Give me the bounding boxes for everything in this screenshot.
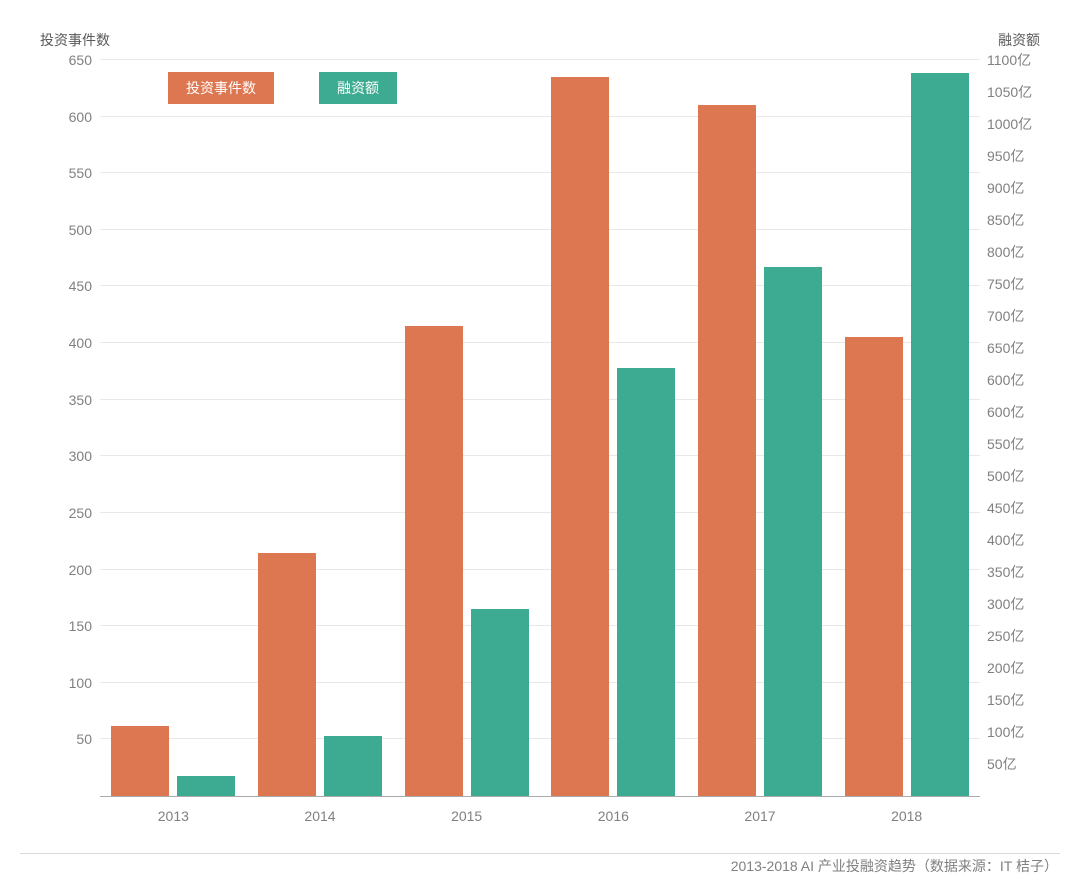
legend-item-funding: 融资额	[319, 72, 397, 104]
bar-investments	[111, 726, 169, 796]
ylabel-right: 1050亿	[987, 82, 1042, 102]
bar-investments	[845, 337, 903, 796]
ylabel-right: 700亿	[987, 306, 1042, 326]
gridline	[100, 116, 980, 117]
legend: 投资事件数 融资额	[168, 72, 397, 104]
ylabel-right: 1000亿	[987, 114, 1042, 134]
ylabel-right: 100亿	[987, 722, 1042, 742]
xlabel: 2015	[451, 808, 482, 824]
chart-caption: 2013-2018 AI 产业投融资趋势（数据来源：IT 桔子）	[731, 856, 1058, 876]
bar-investments	[698, 105, 756, 796]
ylabel-left: 200	[52, 562, 92, 578]
bar-funding	[324, 736, 382, 796]
ylabel-left: 50	[52, 731, 92, 747]
caption-divider	[20, 853, 1060, 854]
ylabel-right: 600亿	[987, 402, 1042, 422]
legend-item-investments: 投资事件数	[168, 72, 274, 104]
ylabel-right: 400亿	[987, 530, 1042, 550]
ylabel-right: 850亿	[987, 210, 1042, 230]
xlabel: 2013	[158, 808, 189, 824]
xlabel: 2017	[744, 808, 775, 824]
ylabel-right: 250亿	[987, 626, 1042, 646]
ylabel-left: 150	[52, 618, 92, 634]
gridline	[100, 229, 980, 230]
ylabel-left: 400	[52, 335, 92, 351]
ylabel-right: 950亿	[987, 146, 1042, 166]
bar-funding	[177, 776, 235, 796]
bar-investments	[551, 77, 609, 796]
ylabel-right: 150亿	[987, 690, 1042, 710]
gridline	[100, 59, 980, 60]
bar-funding	[617, 368, 675, 796]
ylabel-left: 250	[52, 505, 92, 521]
ylabel-left: 100	[52, 675, 92, 691]
ylabel-right: 500亿	[987, 466, 1042, 486]
ylabel-left: 300	[52, 448, 92, 464]
gridline	[100, 285, 980, 286]
ylabel-left: 600	[52, 109, 92, 125]
ylabel-left: 350	[52, 392, 92, 408]
ylabel-right: 900亿	[987, 178, 1042, 198]
xlabel: 2018	[891, 808, 922, 824]
ylabel-left: 450	[52, 278, 92, 294]
bar-investments	[405, 326, 463, 796]
ylabel-left: 550	[52, 165, 92, 181]
ylabel-right: 50亿	[987, 754, 1042, 774]
gridline	[100, 172, 980, 173]
ylabel-right: 600亿	[987, 370, 1042, 390]
ylabel-left: 650	[52, 52, 92, 68]
bar-funding	[764, 267, 822, 796]
left-axis-title: 投资事件数	[40, 30, 110, 50]
ylabel-right: 550亿	[987, 434, 1042, 454]
plot-area: 5010015020025030035040045050055060065050…	[100, 60, 980, 797]
ylabel-right: 200亿	[987, 658, 1042, 678]
xlabel: 2014	[304, 808, 335, 824]
ylabel-right: 300亿	[987, 594, 1042, 614]
xlabel: 2016	[598, 808, 629, 824]
ylabel-right: 350亿	[987, 562, 1042, 582]
bar-funding	[471, 609, 529, 796]
chart-container: 投资事件数 融资额 投资事件数 融资额 50100150200250300350…	[20, 10, 1060, 842]
ylabel-left: 500	[52, 222, 92, 238]
ylabel-right: 1100亿	[987, 50, 1042, 70]
ylabel-right: 450亿	[987, 498, 1042, 518]
ylabel-right: 650亿	[987, 338, 1042, 358]
bar-funding	[911, 73, 969, 796]
bar-investments	[258, 553, 316, 796]
ylabel-right: 750亿	[987, 274, 1042, 294]
ylabel-right: 800亿	[987, 242, 1042, 262]
right-axis-title: 融资额	[998, 30, 1040, 50]
